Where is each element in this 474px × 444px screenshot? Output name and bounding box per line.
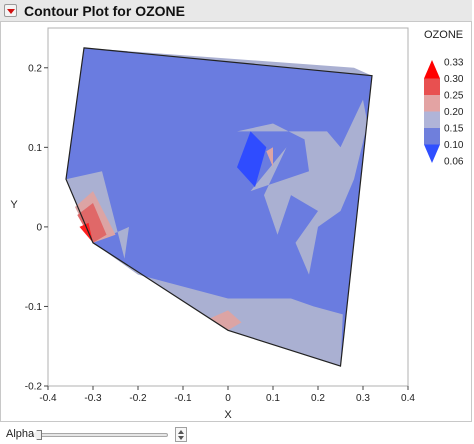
legend-level-label: 0.33 <box>444 58 464 69</box>
x-tick-label: -0.3 <box>84 393 102 404</box>
region-medium_red-7 <box>77 203 107 243</box>
red-triangle-menu-button[interactable] <box>4 4 17 17</box>
legend-level-label: 0.25 <box>444 91 464 102</box>
spin-down-icon[interactable] <box>178 436 184 440</box>
legend-swatch <box>424 144 440 163</box>
region-light-2 <box>93 242 343 367</box>
legend-level-label: 0.06 <box>444 157 464 168</box>
x-axis-label: X <box>224 409 232 421</box>
alpha-slider-track[interactable] <box>34 433 168 437</box>
y-tick-label: -0.2 <box>25 382 43 393</box>
alpha-control: Alpha <box>0 424 474 444</box>
x-axis: -0.4 -0.3 -0.2 -0.1 0 0.1 0.2 0.3 0.4 <box>39 386 415 404</box>
x-tick-label: -0.1 <box>174 393 192 404</box>
legend-swatch <box>424 111 440 128</box>
legend-swatch <box>424 95 440 112</box>
x-tick-label: 0.2 <box>311 393 325 404</box>
legend-title: OZONE <box>424 29 463 41</box>
region-red-8 <box>79 222 93 243</box>
region-deep_blue-9 <box>237 131 267 188</box>
legend-level-label: 0.30 <box>444 74 464 85</box>
red-triangle-icon <box>7 9 15 14</box>
x-tick-label: 0.1 <box>266 393 280 404</box>
spin-up-icon[interactable] <box>178 430 184 434</box>
y-tick-label: -0.1 <box>25 302 43 313</box>
legend-swatch <box>424 78 440 95</box>
y-tick-label: 0.1 <box>28 143 42 154</box>
alpha-label: Alpha <box>6 428 35 440</box>
y-axis-label: Y <box>10 199 18 211</box>
outline-title-bar: Contour Plot for OZONE <box>0 0 472 22</box>
contour-plot: -0.4 -0.3 -0.2 -0.1 0 0.1 0.2 0.3 0.4 -0.2 -0.1 0 0… <box>10 27 464 421</box>
x-tick-label: -0.4 <box>39 393 57 404</box>
legend-level-label: 0.15 <box>444 124 464 135</box>
x-tick-label: 0.3 <box>356 393 370 404</box>
data-boundary <box>65 47 373 367</box>
x-tick-label: 0.4 <box>401 393 415 404</box>
legend-swatch <box>424 60 440 79</box>
legend-swatch <box>424 128 440 145</box>
region-pink-5 <box>266 147 273 168</box>
legend: OZONE 0.33 0.30 0.25 0.20 0.15 0.10 0.06 <box>424 29 464 168</box>
alpha-spinner[interactable] <box>175 427 187 442</box>
x-tick-label: 0 <box>225 393 231 404</box>
legend-level-label: 0.20 <box>444 107 464 118</box>
legend-level-label: 0.10 <box>444 140 464 151</box>
report-title: Contour Plot for OZONE <box>24 3 185 19</box>
region-light-3 <box>237 99 368 275</box>
x-tick-label: -0.2 <box>129 393 147 404</box>
y-axis: -0.2 -0.1 0 0.1 0.2 <box>25 63 48 393</box>
region-base <box>66 47 372 367</box>
alpha-slider-handle[interactable] <box>33 430 42 440</box>
y-tick-label: 0.2 <box>28 63 42 74</box>
y-tick-label: 0 <box>36 222 42 233</box>
region-pink-6 <box>210 310 242 331</box>
